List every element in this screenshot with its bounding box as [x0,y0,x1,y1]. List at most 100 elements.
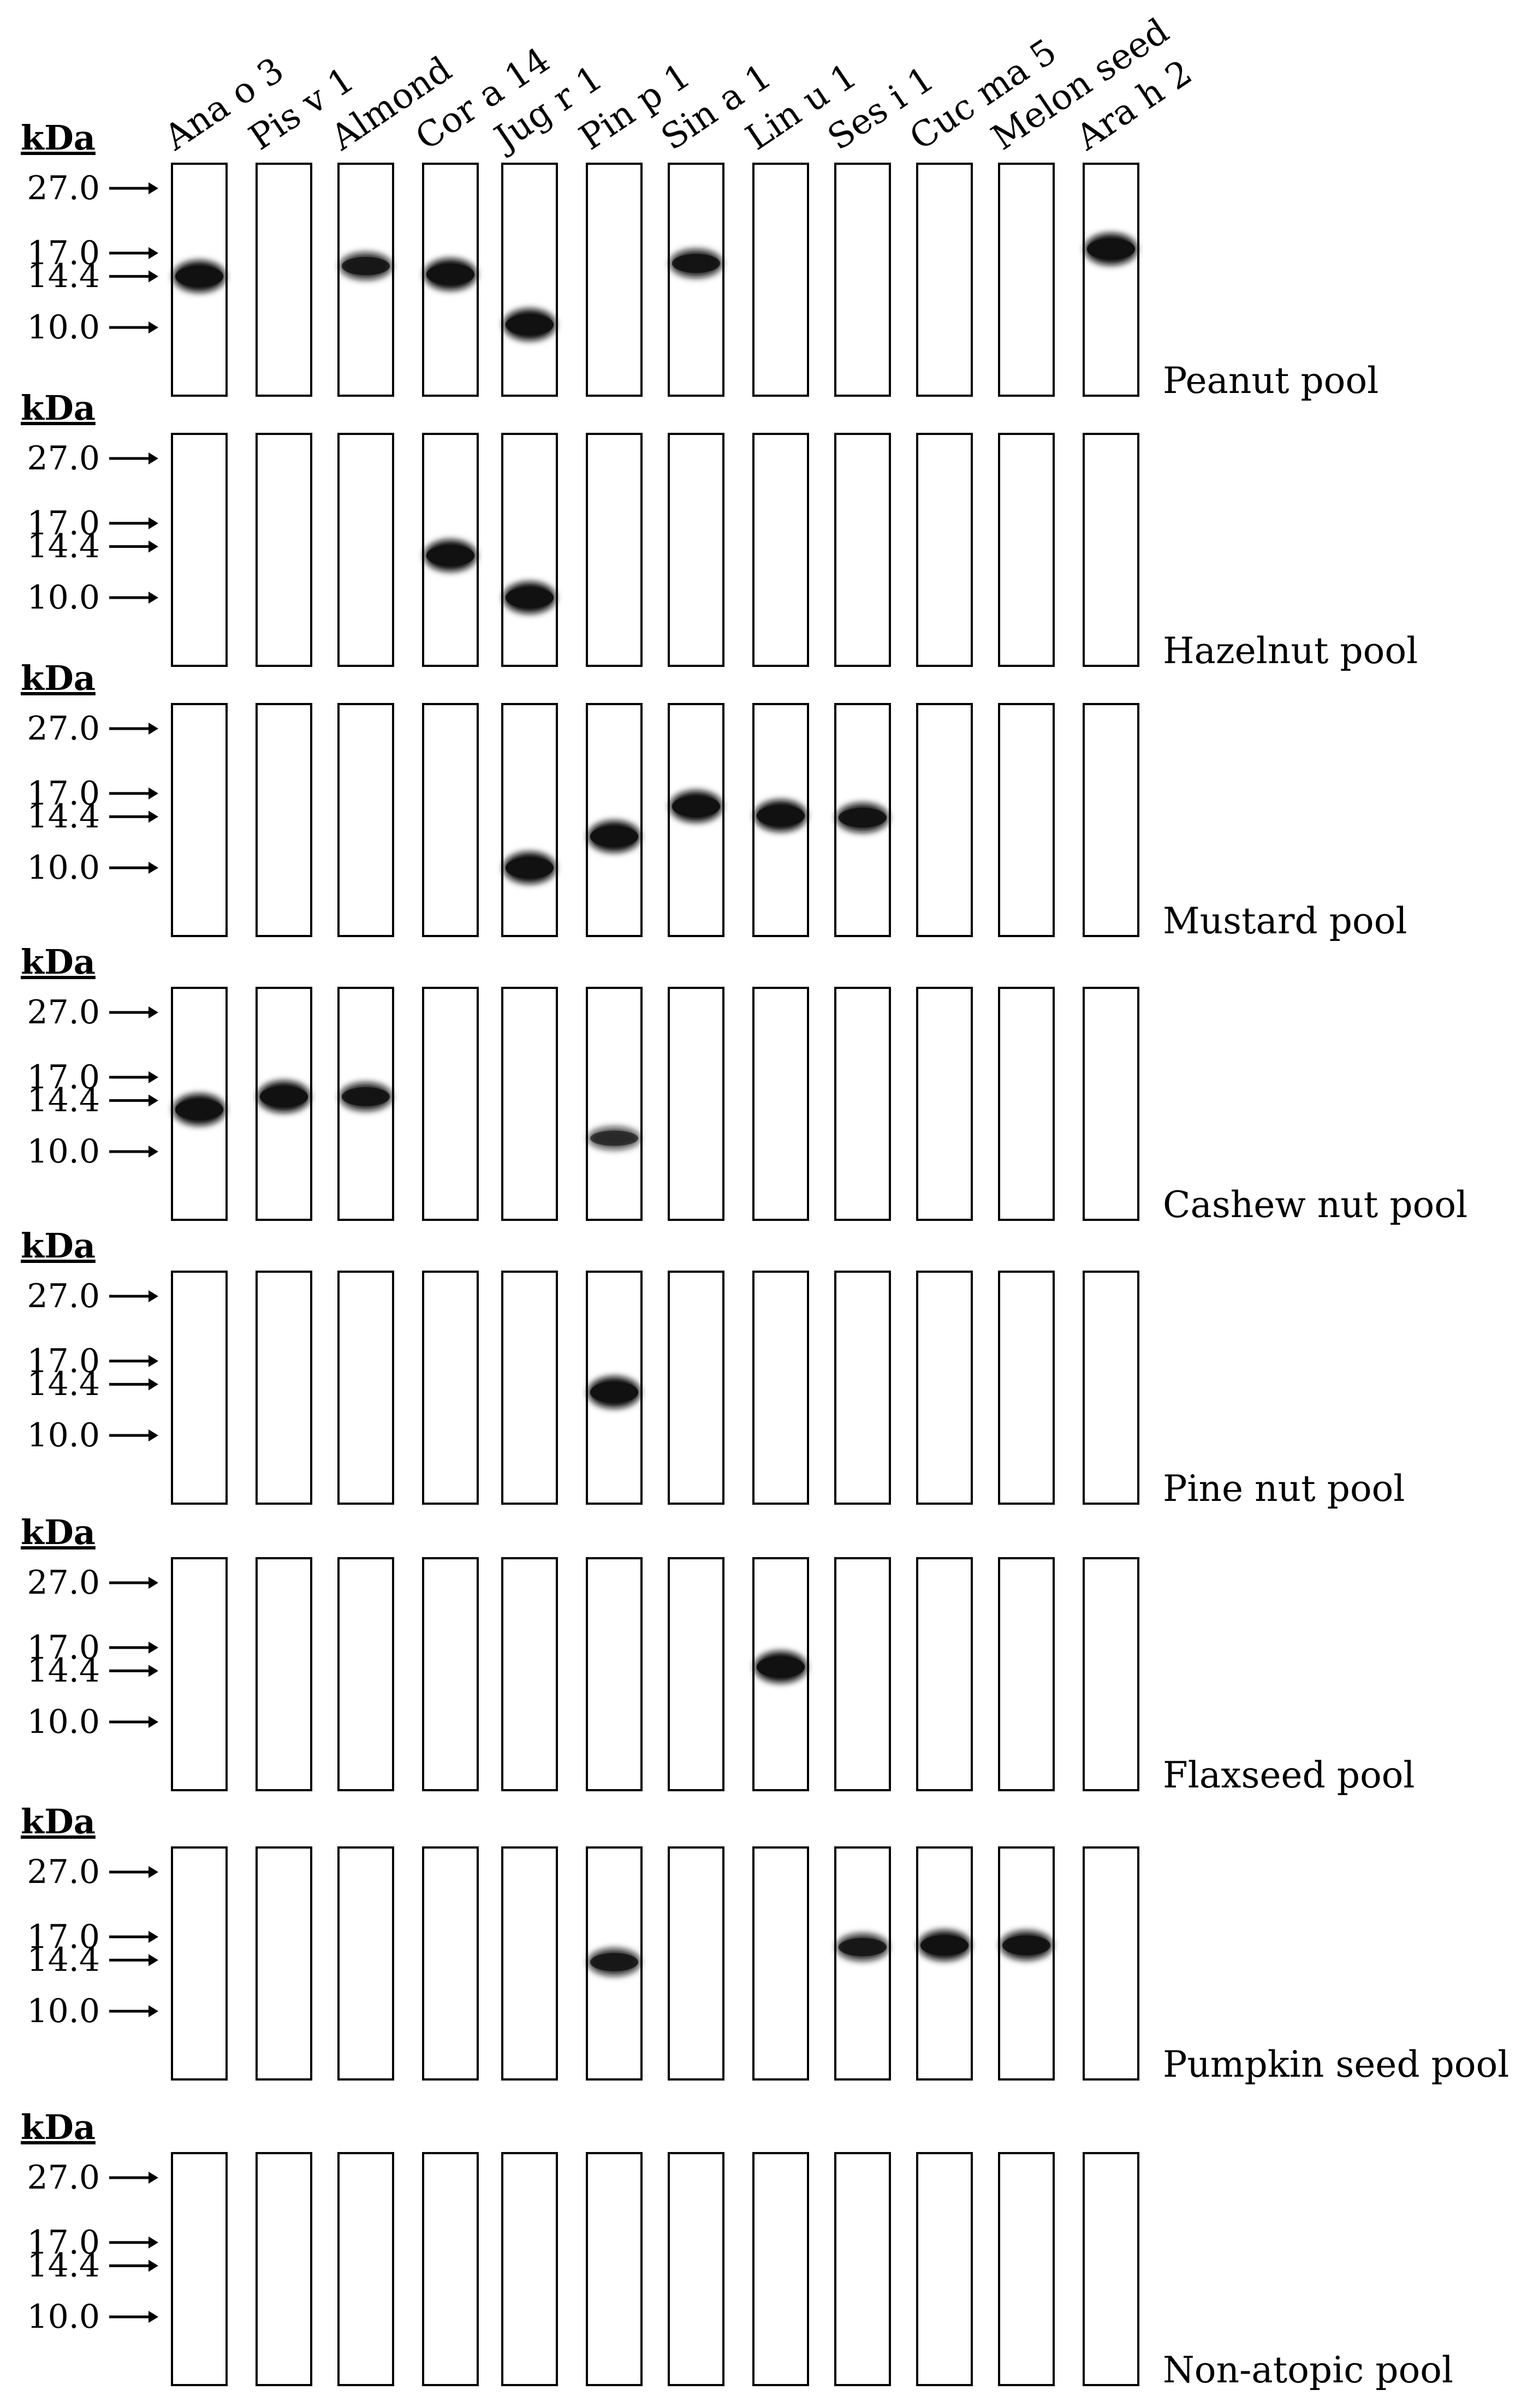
blot-strip [1083,2152,1139,2386]
marker-label: 14.4 [27,1941,100,1980]
band-core [342,1087,390,1106]
kda-unit-label: kDa [21,118,96,158]
marker-arrow-head [148,1355,158,1367]
blot-strip [668,1846,724,2081]
blot-strip [668,987,724,1221]
blot-strip [256,1271,312,1505]
blot-strip [998,987,1055,1221]
blot-strip [998,433,1055,667]
blot-strip [586,987,643,1221]
blot-strip [916,987,973,1221]
blot-strip [501,433,558,667]
marker-label: 27.0 [27,710,100,748]
marker-label: 27.0 [27,1564,100,1602]
marker-label: 14.4 [27,1365,100,1404]
marker-arrow-head [148,247,158,259]
blot-strip [916,1271,973,1505]
blot-strip [752,2152,809,2386]
blot-strip [171,1557,228,1791]
blot-strip [586,433,643,667]
pool-label: Peanut pool [1163,360,1379,402]
band-core [506,587,554,609]
pool-label: Hazelnut pool [1163,630,1418,672]
marker-arrow-head [148,1146,158,1158]
blot-strip [834,1271,891,1505]
marker-label: 27.0 [27,993,100,1032]
blot-strip [422,703,479,937]
kda-unit-label: kDa [21,1802,96,1841]
marker-arrow-head [148,1071,158,1083]
blot-strip [834,433,891,667]
kda-unit-label: kDa [21,2107,96,2147]
marker-label: 17.0 [27,1342,100,1380]
blot-strip [916,2152,973,2386]
pool-label: Pumpkin seed pool [1163,2043,1510,2085]
marker-arrow-head [148,1930,158,1943]
marker-label: 27.0 [27,439,100,478]
band-core [920,1935,969,1956]
marker-label: 10.0 [27,579,100,617]
blot-strip [916,163,973,397]
marker-label: 27.0 [27,2159,100,2197]
blot-strip [586,163,643,397]
blot-strip [1083,433,1139,667]
blot-strip [668,163,724,397]
band-core [590,826,638,848]
marker-label: 17.0 [27,234,100,272]
marker-label: 10.0 [27,849,100,887]
blot-strip [422,1271,479,1505]
blot-strip [337,163,394,397]
kda-unit-label: kDa [21,658,96,698]
blot-strip [916,1557,973,1791]
marker-label: 17.0 [27,1058,100,1096]
marker-label: 10.0 [27,308,100,347]
blot-strip [337,1271,394,1505]
band-core [426,545,474,567]
marker-arrow-head [148,270,158,283]
blot-strip [337,1557,394,1791]
blot-strip [501,1271,558,1505]
blot-strip [171,2152,228,2386]
blot-strip [998,1846,1055,2081]
marker-arrow-head [148,1577,158,1589]
marker-arrow-head [148,1094,158,1107]
marker-arrow-head [148,517,158,529]
marker-label: 10.0 [27,1703,100,1741]
blot-strip [834,1846,891,2081]
band-core [590,1130,638,1146]
blot-strip [171,1271,228,1505]
blot-strip [586,703,643,937]
pool-label: Cashew nut pool [1163,1184,1468,1226]
marker-arrow-head [148,1716,158,1728]
marker-label: 10.0 [27,1416,100,1455]
band-core [590,1381,638,1403]
marker-arrow-head [148,2311,158,2323]
band-core [590,1953,638,1971]
blot-strip [998,2152,1055,2386]
band-core [1002,1935,1050,1956]
kda-unit-label: kDa [21,1512,96,1552]
pool-label: Pine nut pool [1163,1468,1405,1510]
blot-strip [998,1557,1055,1791]
kda-unit-label: kDa [21,388,96,428]
blot-strip [1083,163,1139,397]
blot-strip [998,163,1055,397]
blot-strip [171,1846,228,2081]
marker-arrow-head [148,2236,158,2249]
blot-strip [998,703,1055,937]
blot-strip [256,1846,312,2081]
band-core [757,1656,805,1678]
pool-label: Mustard pool [1163,900,1407,942]
blot-strip [1083,1557,1139,1791]
blot-strip [501,2152,558,2386]
pool-label: Flaxseed pool [1163,1754,1415,1796]
blot-strip [501,1557,558,1791]
blot-strip [752,987,809,1221]
band-core [839,808,887,828]
blot-strip [752,433,809,667]
marker-label: 17.0 [27,2223,100,2262]
blot-strip [668,1271,724,1505]
marker-label: 17.0 [27,1917,100,1956]
